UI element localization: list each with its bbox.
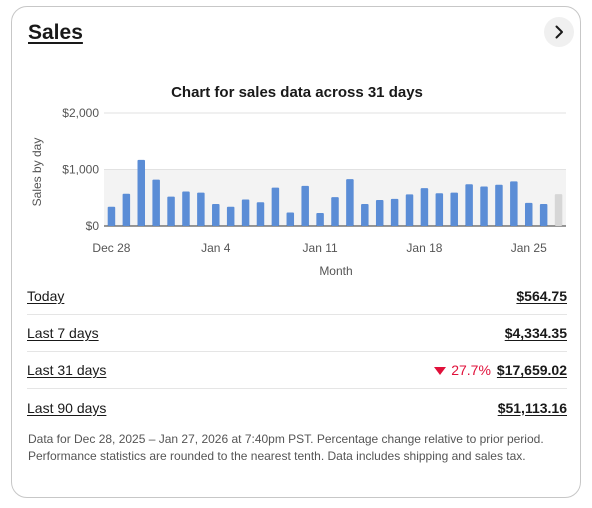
chart-bar <box>495 184 503 226</box>
chart-bar <box>256 202 265 226</box>
data-footnote: Data for Dec 28, 2025 – Jan 27, 2026 at … <box>28 432 544 463</box>
percent-change: 27.7% <box>434 362 491 378</box>
chart-bar <box>301 185 309 226</box>
chart-bar <box>107 206 116 226</box>
summary-row-last-31-days: Last 31 days 27.7% $17,659.02 <box>27 352 567 389</box>
chart-bar <box>286 212 295 226</box>
chart-bar <box>390 198 399 226</box>
sales-chart-svg: Chart for sales data across 31 days $2,0… <box>30 84 566 278</box>
chart-bar <box>167 196 175 226</box>
chevron-right-button[interactable] <box>544 17 574 47</box>
last-31-days-link[interactable]: Last 31 days <box>27 362 107 378</box>
chart-bar <box>122 193 131 226</box>
chart-bar <box>346 179 354 226</box>
chart-bar <box>331 197 339 226</box>
sales-chart: Chart for sales data across 31 days $2,0… <box>12 77 582 289</box>
chart-bar <box>241 199 250 226</box>
last-90-days-link[interactable]: Last 90 days <box>27 399 107 416</box>
x-tick-label: Jan 18 <box>406 241 442 255</box>
chart-bar <box>197 192 205 226</box>
chart-bar <box>152 179 160 226</box>
chart-bar <box>271 187 280 226</box>
y-tick-label: $1,000 <box>62 163 99 177</box>
x-tick-label: Jan 25 <box>511 241 547 255</box>
summary-row-last-7-days: Last 7 days $4,334.35 <box>27 315 567 352</box>
chart-bar <box>554 194 563 226</box>
x-axis-label: Month <box>319 264 352 278</box>
percent-change-value: 27.7% <box>451 362 491 378</box>
chart-bar <box>510 181 518 226</box>
sales-card: Sales Chart for sales data across 31 day… <box>11 6 581 498</box>
y-tick-label: $2,000 <box>62 106 99 120</box>
chart-bar <box>524 202 533 226</box>
today-link[interactable]: Today <box>27 288 65 304</box>
chart-bar <box>539 203 548 226</box>
chart-bar <box>450 192 458 226</box>
chart-bar <box>405 194 414 226</box>
chart-bar <box>316 213 324 226</box>
chart-bar <box>465 184 473 226</box>
today-value[interactable]: $564.75 <box>516 288 567 304</box>
last-7-days-link[interactable]: Last 7 days <box>27 325 99 341</box>
chevron-right-icon <box>555 25 563 39</box>
chart-bar <box>182 191 190 226</box>
arrow-down-icon <box>434 366 447 375</box>
x-tick-label: Jan 4 <box>201 241 231 255</box>
chart-bar <box>480 186 488 226</box>
chart-bar <box>226 206 235 226</box>
chart-bar <box>420 188 429 226</box>
y-tick-label: $0 <box>86 219 100 233</box>
chart-bar <box>361 203 369 226</box>
summary-row-today: Today $564.75 <box>27 278 567 315</box>
summary-row-last-90-days: Last 90 days $51,113.16 <box>27 389 567 426</box>
sales-summary: Today $564.75 Last 7 days $4,334.35 Last… <box>27 278 567 426</box>
y-axis-label: Sales by day <box>30 138 44 207</box>
chart-bar <box>375 200 384 226</box>
chart-title: Chart for sales data across 31 days <box>171 84 423 101</box>
chart-bar <box>435 193 444 226</box>
last-90-days-value[interactable]: $51,113.16 <box>497 399 567 416</box>
x-tick-label: Dec 28 <box>92 241 130 255</box>
chart-bar <box>137 159 146 226</box>
chart-bar <box>212 203 220 226</box>
card-title[interactable]: Sales <box>28 21 83 44</box>
last-7-days-value[interactable]: $4,334.35 <box>504 325 567 341</box>
last-31-days-value[interactable]: $17,659.02 <box>496 362 567 378</box>
x-tick-label: Jan 11 <box>303 241 338 255</box>
